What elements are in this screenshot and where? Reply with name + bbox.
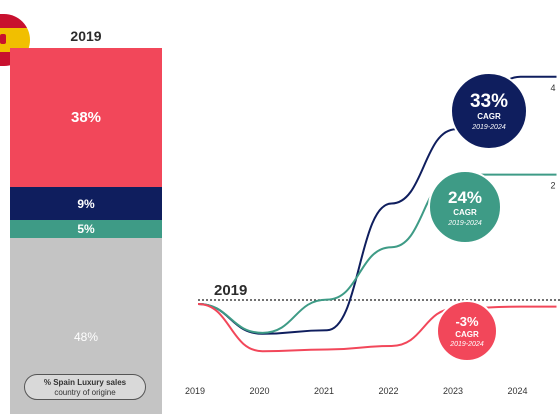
cagr-badge-caption: CAGR	[453, 208, 477, 217]
stack-segment-label: 38%	[70, 109, 102, 127]
cagr-badge	[450, 72, 528, 150]
stack-segment: 5%	[10, 220, 162, 239]
stack-segment-label: 48%	[73, 329, 99, 344]
cagr-badge-value: 33%	[470, 91, 508, 112]
x-tick-label: 2019	[185, 386, 205, 396]
cagr-badge-value: 24%	[448, 188, 482, 207]
stack-segment: 38%	[10, 48, 162, 188]
cagr-badge	[436, 300, 498, 362]
series-end-label: 4	[551, 83, 556, 93]
legend-pill: % Spain Luxury sales country of origine	[24, 374, 146, 400]
cagr-badge-caption: CAGR	[477, 112, 501, 121]
x-tick-label: 2021	[314, 386, 334, 396]
baseline-label: 2019	[214, 282, 247, 299]
cagr-badge-period: 2019-2024	[471, 124, 506, 131]
x-tick-label: 2020	[250, 386, 270, 396]
series-line	[197, 173, 557, 334]
stack-year-label: 2019	[70, 28, 102, 44]
cagr-badge-period: 2019-2024	[449, 341, 484, 348]
legend-line-1: % Spain Luxury sales	[43, 378, 127, 387]
stack-segment: 9%	[10, 187, 162, 221]
x-tick-label: 2024	[508, 386, 528, 396]
cagr-badge	[428, 170, 502, 244]
stack-segment-label: 5%	[77, 222, 95, 237]
legend-line-2: country of origine	[54, 388, 116, 397]
x-tick-label: 2023	[443, 386, 463, 396]
x-tick-label: 2022	[379, 386, 399, 396]
series-end-label: 2	[551, 181, 556, 191]
cagr-badge-period: 2019-2024	[447, 220, 482, 227]
cagr-badge-value: -3%	[455, 314, 479, 329]
series-line	[197, 303, 557, 353]
cagr-badge-caption: CAGR	[455, 330, 479, 339]
stack-segment-label: 9%	[77, 196, 95, 211]
